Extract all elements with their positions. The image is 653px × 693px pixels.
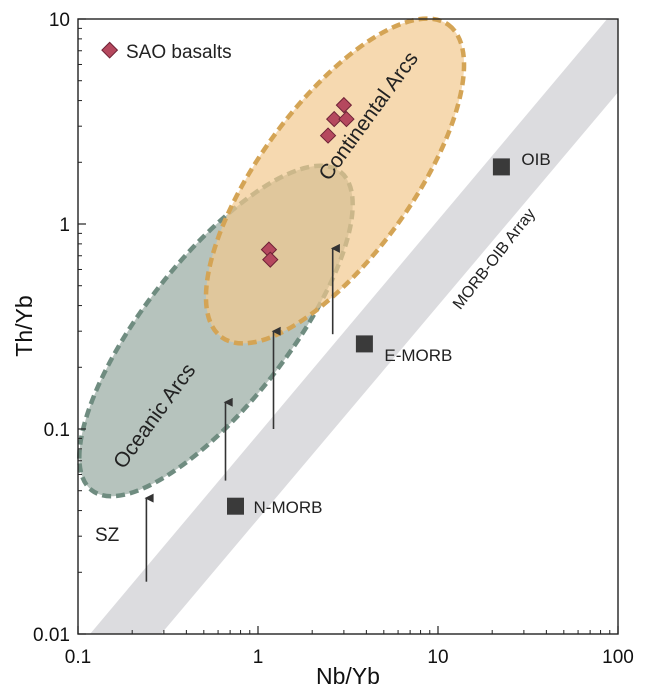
y-tick-label: 10 <box>49 10 70 31</box>
reference-label: N-MORB <box>254 498 323 517</box>
reference-label: E-MORB <box>384 346 452 365</box>
reference-points: N-MORB E-MORB OIB <box>227 150 551 517</box>
x-axis-title: Nb/Yb <box>316 663 380 689</box>
reference-marker <box>355 335 373 353</box>
y-tick-label: 1 <box>59 215 70 236</box>
sao-basalt-points <box>260 96 355 268</box>
x-tick-label: 10 <box>427 647 448 668</box>
legend-marker-diamond <box>101 41 119 59</box>
x-tick-label: 0.1 <box>65 647 91 668</box>
x-tick-label: 100 <box>602 647 634 668</box>
x-tick-label: 1 <box>253 647 264 668</box>
data-point <box>319 127 337 144</box>
data-point <box>338 110 355 128</box>
arrows <box>144 243 340 582</box>
data-point <box>335 96 353 114</box>
legend-label: SAO basalts <box>126 42 232 63</box>
reference-marker <box>227 497 244 515</box>
reference-marker <box>492 158 510 176</box>
data-point <box>262 251 279 268</box>
y-tick-label: 0.01 <box>33 625 70 646</box>
morb-oib-array-band <box>90 19 618 634</box>
reference-label: OIB <box>521 150 550 169</box>
y-tick-label: 0.1 <box>44 420 70 441</box>
legend: SAO basalts <box>101 41 232 63</box>
plot-frame <box>77 18 619 635</box>
sz-label: SZ <box>95 525 120 546</box>
data-point <box>325 110 343 128</box>
y-axis-title: Th/Yb <box>11 295 37 356</box>
